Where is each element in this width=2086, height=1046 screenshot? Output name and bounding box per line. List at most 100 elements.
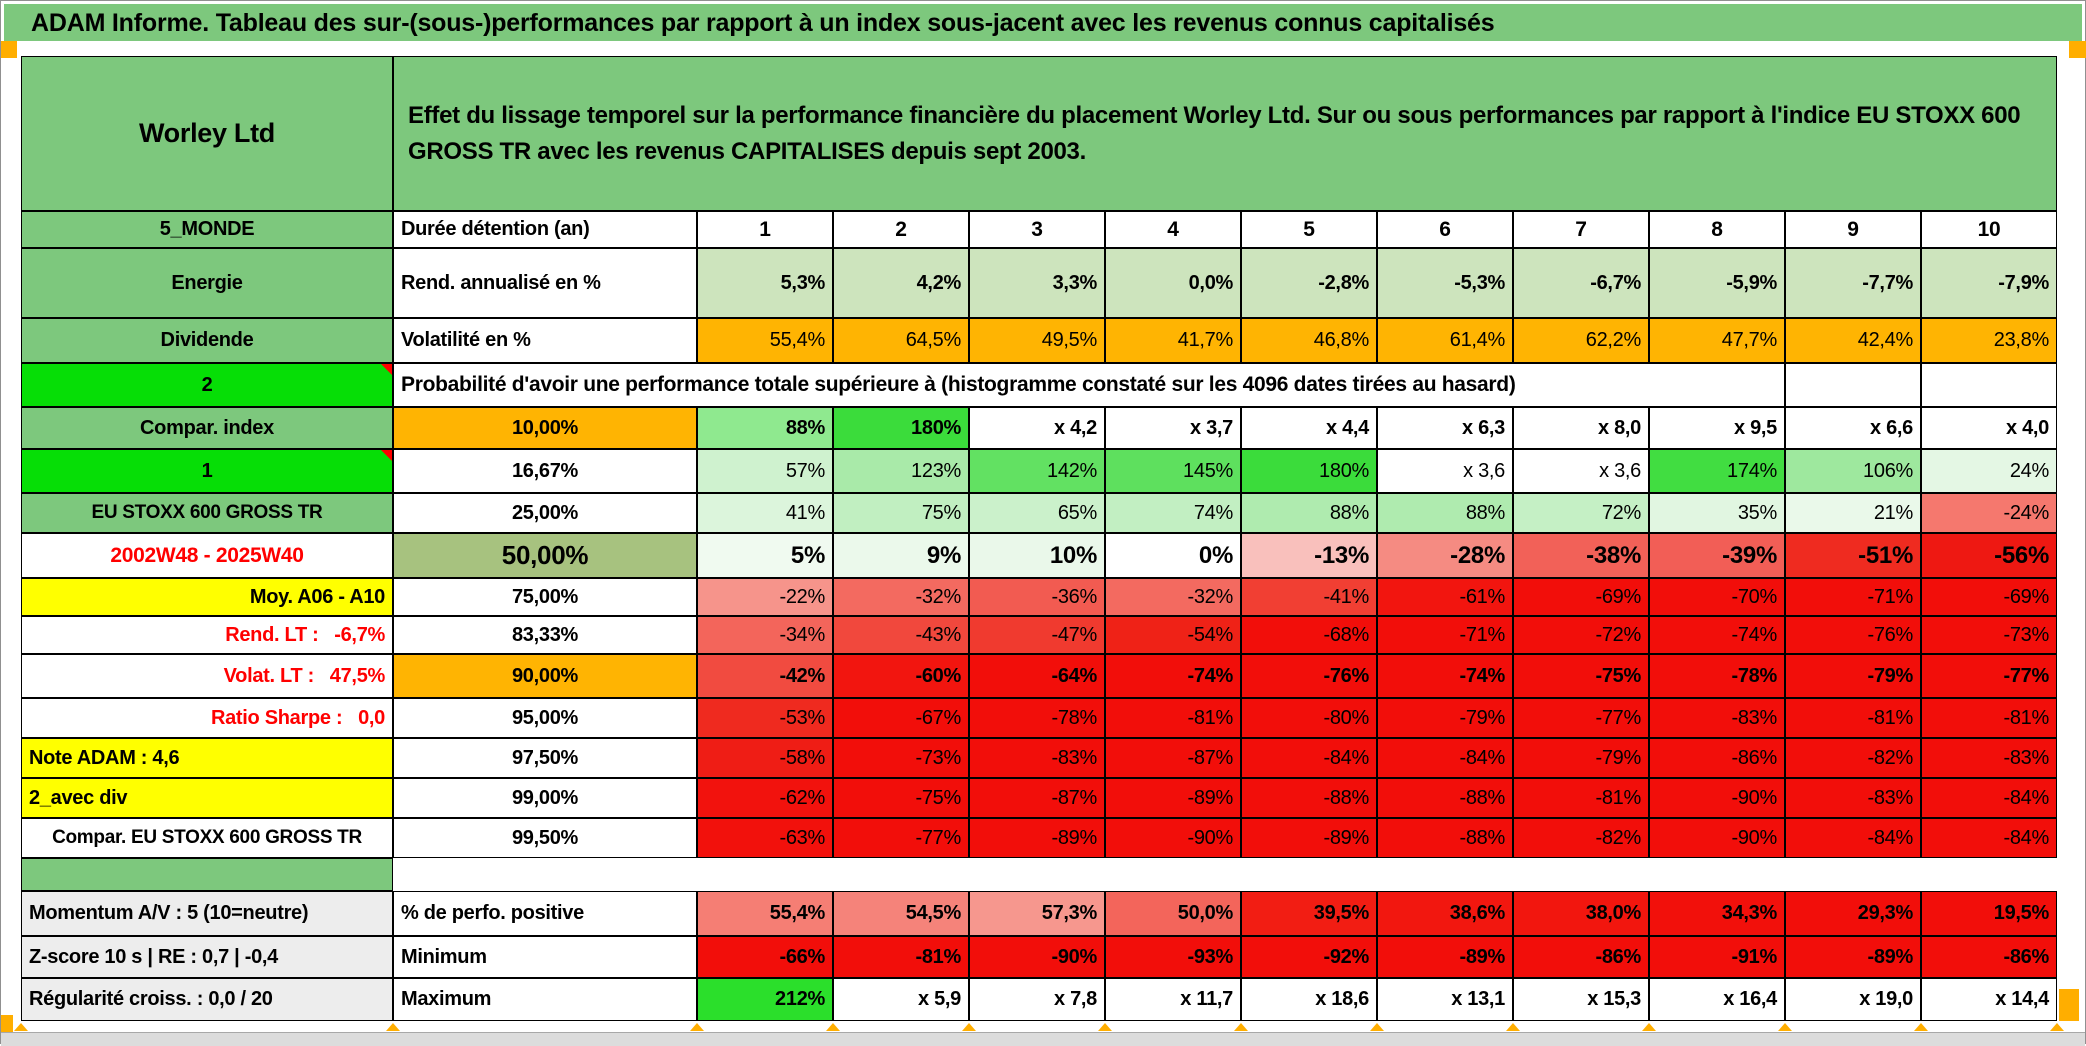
value-cell: -83% xyxy=(969,738,1105,778)
value-cell: -28% xyxy=(1377,533,1513,578)
value-cell: -84% xyxy=(1241,738,1377,778)
row-label-cell: Maximum xyxy=(393,978,697,1021)
row-label-cell: 95,00% xyxy=(393,698,697,738)
value-cell: 9% xyxy=(833,533,969,578)
value-cell: x 4,0 xyxy=(1921,407,2057,449)
value-cell: x 3,6 xyxy=(1377,449,1513,493)
value-cell: 10% xyxy=(969,533,1105,578)
row-header-cell: 2 xyxy=(21,363,393,407)
page-break-marker-icon xyxy=(1642,1023,1656,1031)
value-cell: -79% xyxy=(1513,738,1649,778)
row-label-cell: 50,00% xyxy=(393,533,697,578)
page-break-marker-icon xyxy=(962,1023,976,1031)
value-cell: -90% xyxy=(969,936,1105,978)
value-cell: -79% xyxy=(1785,654,1921,698)
row-label-cell: 10,00% xyxy=(393,407,697,449)
page-break-marker-icon xyxy=(1914,1023,1928,1031)
row-label-cell: 99,00% xyxy=(393,778,697,818)
value-cell: x 13,1 xyxy=(1377,978,1513,1021)
value-cell: -78% xyxy=(1649,654,1785,698)
value-cell: 4,2% xyxy=(833,248,969,318)
value-cell: -89% xyxy=(1241,818,1377,858)
value-cell: x 3,6 xyxy=(1513,449,1649,493)
value-cell: 6 xyxy=(1377,211,1513,248)
value-cell: x 6,6 xyxy=(1785,407,1921,449)
value-cell: -2,8% xyxy=(1241,248,1377,318)
value-cell: -90% xyxy=(1105,818,1241,858)
value-cell: x 7,8 xyxy=(969,978,1105,1021)
value-cell: -88% xyxy=(1377,818,1513,858)
value-cell: -73% xyxy=(833,738,969,778)
value-cell: 5 xyxy=(1241,211,1377,248)
row-header-cell: Note ADAM : 4,6 xyxy=(21,738,393,778)
page-break-marker-icon xyxy=(2050,1023,2064,1031)
value-cell: -84% xyxy=(1921,818,2057,858)
value-cell: -61% xyxy=(1377,578,1513,616)
value-cell: -81% xyxy=(1105,698,1241,738)
value-cell: -74% xyxy=(1649,616,1785,654)
value-cell: -89% xyxy=(969,818,1105,858)
value-cell: -5,9% xyxy=(1649,248,1785,318)
value-cell: 61,4% xyxy=(1377,318,1513,363)
value-cell: 55,4% xyxy=(697,318,833,363)
value-cell: 106% xyxy=(1785,449,1921,493)
print-area-marker xyxy=(2059,989,2079,1021)
value-cell: -69% xyxy=(1921,578,2057,616)
value-cell: -42% xyxy=(697,654,833,698)
value-cell: -22% xyxy=(697,578,833,616)
value-cell: -89% xyxy=(1377,936,1513,978)
value-cell: 74% xyxy=(1105,493,1241,533)
value-cell: 145% xyxy=(1105,449,1241,493)
value-cell: -87% xyxy=(1105,738,1241,778)
value-cell: 42,4% xyxy=(1785,318,1921,363)
value-cell: 57% xyxy=(697,449,833,493)
value-cell: 142% xyxy=(969,449,1105,493)
value-cell: 41% xyxy=(697,493,833,533)
value-cell: 10 xyxy=(1921,211,2057,248)
value-cell: 55,4% xyxy=(697,891,833,936)
value-cell: -63% xyxy=(697,818,833,858)
value-cell: -83% xyxy=(1921,738,2057,778)
row-header-cell: 5_MONDE xyxy=(21,211,393,248)
row-label-cell: 97,50% xyxy=(393,738,697,778)
value-cell: -81% xyxy=(1513,778,1649,818)
value-cell: 123% xyxy=(833,449,969,493)
value-cell: x 19,0 xyxy=(1785,978,1921,1021)
value-cell: 50,0% xyxy=(1105,891,1241,936)
value-cell: -6,7% xyxy=(1513,248,1649,318)
comment-marker-icon xyxy=(380,363,393,376)
value-cell: 1 xyxy=(697,211,833,248)
value-cell: -24% xyxy=(1921,493,2057,533)
row-label-cell: 83,33% xyxy=(393,616,697,654)
value-cell: -74% xyxy=(1105,654,1241,698)
value-cell: 57,3% xyxy=(969,891,1105,936)
row-header-cell: Rend. LT : -6,7% xyxy=(21,616,393,654)
value-cell: 8 xyxy=(1649,211,1785,248)
value-cell: -70% xyxy=(1649,578,1785,616)
page-break-marker-icon xyxy=(1506,1023,1520,1031)
value-cell: 23,8% xyxy=(1921,318,2057,363)
value-cell: -67% xyxy=(833,698,969,738)
row-label-cell: 16,67% xyxy=(393,449,697,493)
value-cell: -34% xyxy=(697,616,833,654)
empty-cell xyxy=(1921,363,2057,407)
value-cell: x 18,6 xyxy=(1241,978,1377,1021)
value-cell: -81% xyxy=(1921,698,2057,738)
value-cell: -79% xyxy=(1377,698,1513,738)
value-cell: 75% xyxy=(833,493,969,533)
value-cell: -90% xyxy=(1649,818,1785,858)
value-cell: 180% xyxy=(1241,449,1377,493)
row-header-cell: 2002W48 - 2025W40 xyxy=(21,533,393,578)
value-cell: 64,5% xyxy=(833,318,969,363)
value-cell: x 8,0 xyxy=(1513,407,1649,449)
value-cell: 88% xyxy=(697,407,833,449)
row-header-cell: Moy. A06 - A10 xyxy=(21,578,393,616)
value-cell: -82% xyxy=(1513,818,1649,858)
value-cell: -68% xyxy=(1241,616,1377,654)
value-cell: -7,7% xyxy=(1785,248,1921,318)
row-label-cell: 90,00% xyxy=(393,654,697,698)
value-cell: -75% xyxy=(833,778,969,818)
value-cell: -71% xyxy=(1785,578,1921,616)
value-cell: -74% xyxy=(1377,654,1513,698)
